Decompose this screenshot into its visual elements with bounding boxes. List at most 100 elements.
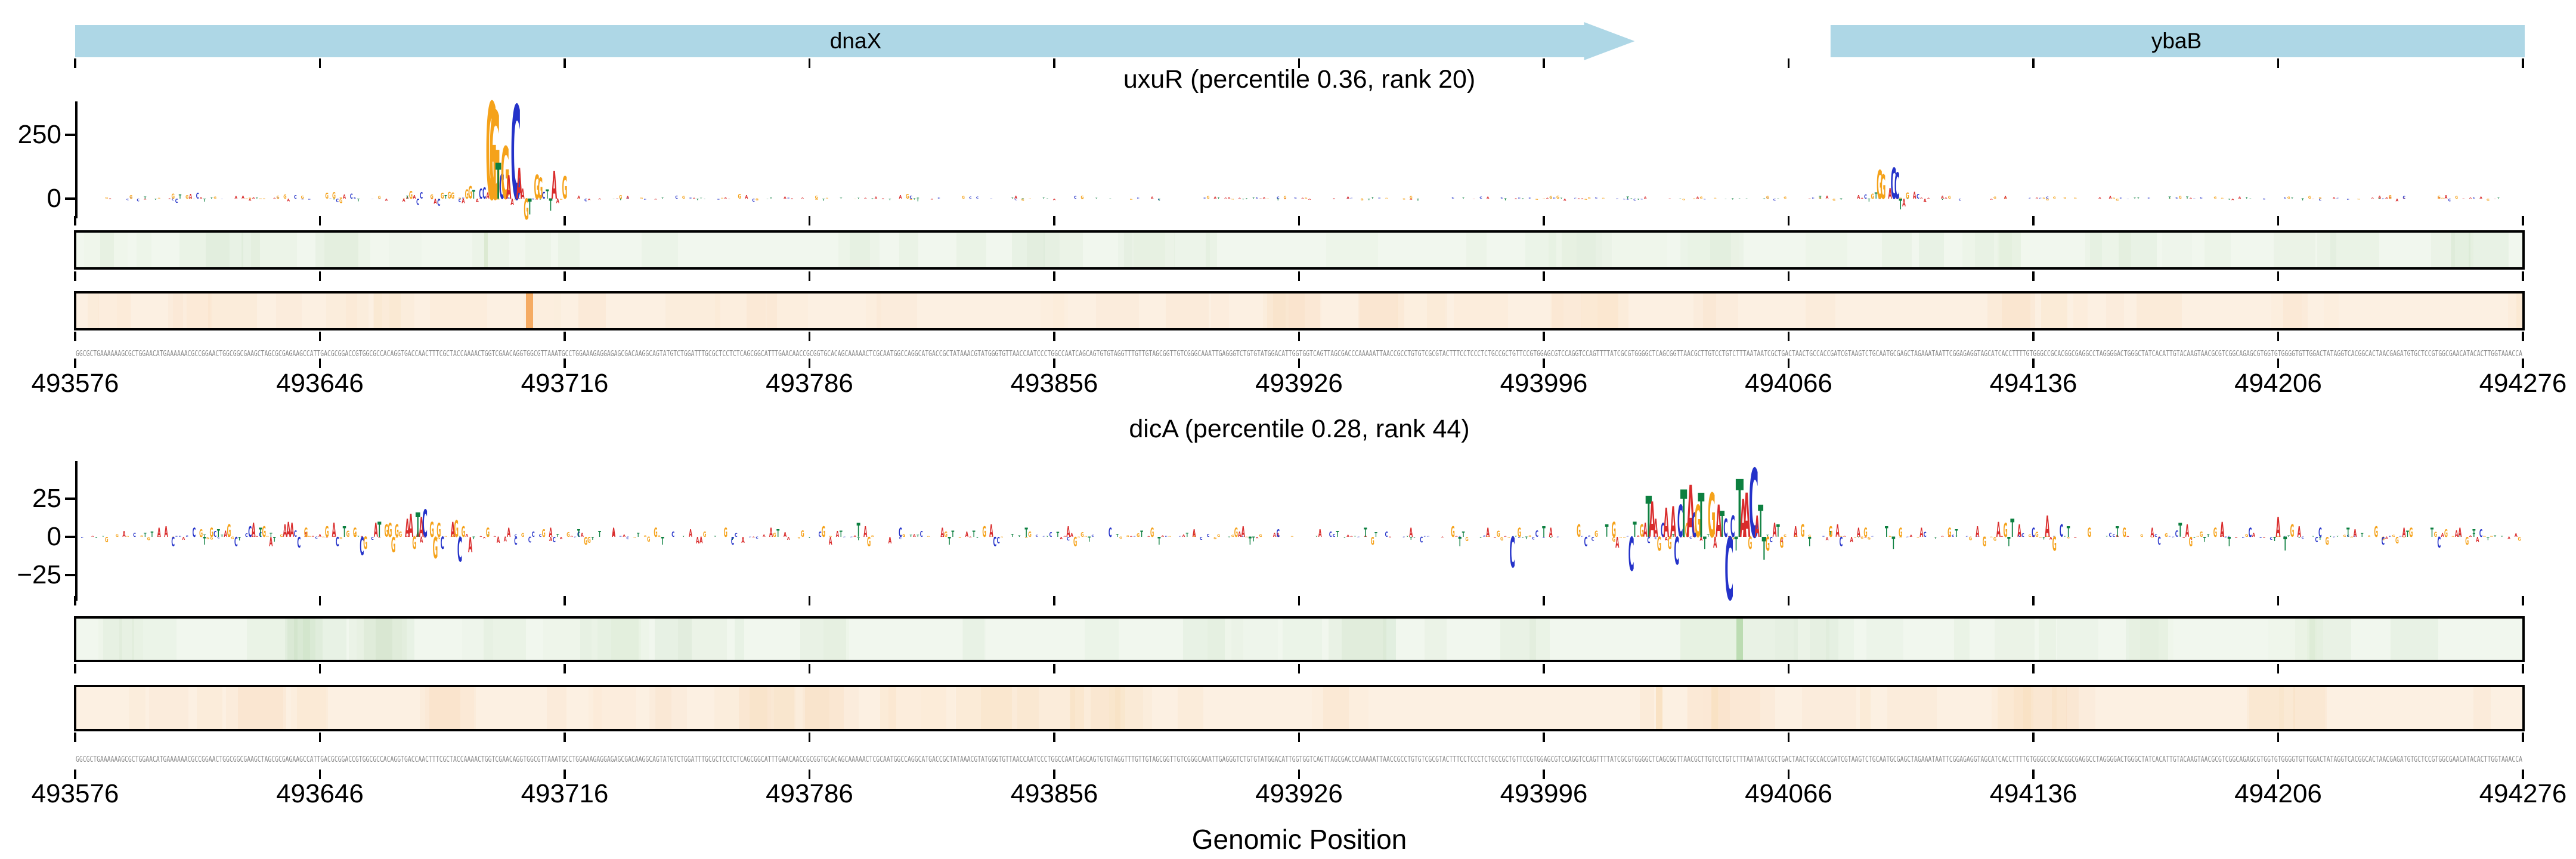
logo-letter-A: A <box>413 194 416 200</box>
logo-letter-C: C <box>437 196 440 208</box>
logo-letter-T: T <box>2497 197 2500 199</box>
track-texture-stripe <box>1550 293 1563 328</box>
logo-letter-A: A <box>1843 536 1846 537</box>
logo-letter-G: G <box>801 529 804 539</box>
axis-tick <box>1787 271 1790 281</box>
logo-letter-A: A <box>122 529 126 539</box>
track-texture-stripe <box>850 233 871 267</box>
logo-letter-G: G <box>1899 525 1902 540</box>
logo-letter-G: G <box>444 536 447 537</box>
logo-letter-C: C <box>2259 537 2262 539</box>
logo-letter-G: G <box>2438 195 2441 200</box>
logo-letter-T: T <box>2193 537 2196 539</box>
logo-letter-A: A <box>416 529 420 539</box>
logo-letter-G: G <box>2308 196 2311 200</box>
logo-letter-T: T <box>357 536 360 537</box>
logo-letter-C: C <box>482 184 486 203</box>
logo-letter-A: A <box>406 536 409 537</box>
logo-letter-C: C <box>420 190 423 201</box>
track-texture-stripe <box>346 293 357 328</box>
track-texture-stripe <box>1552 293 1583 328</box>
logo-letter-G: G <box>1556 195 1559 200</box>
logo-letter-C: C <box>329 198 332 199</box>
logo-letter-A: A <box>1644 197 1647 200</box>
logo-letter-C: C <box>671 531 674 539</box>
logo-letter-C: C <box>1916 194 1919 201</box>
logo-letter-T: T <box>1679 198 1682 199</box>
track-texture-stripe <box>750 687 795 729</box>
logo-letter-G: G <box>126 536 129 537</box>
logo-letter-G: G <box>259 199 262 200</box>
gene-arrow-dnaX <box>75 22 1635 60</box>
logo-letter-A: A <box>1920 197 1923 199</box>
logo-letter-T: T <box>2273 536 2276 543</box>
logo-letter-T: T <box>2228 534 2231 549</box>
logo-letter-G: G <box>465 187 469 202</box>
logo-letter-A: A <box>1780 535 1784 545</box>
track-texture-stripe <box>173 293 212 328</box>
logo-letter-T: T <box>2283 533 2287 555</box>
logo-letter-A: A <box>252 536 255 537</box>
logo-letter-A: A <box>521 187 525 203</box>
track-texture-stripe <box>1211 293 1229 328</box>
logo-letter-C: C <box>1959 199 1961 202</box>
logo-letter-A: A <box>2515 532 2518 538</box>
logo-letter-T: T <box>1116 533 1119 538</box>
logo-letter-G: G <box>2395 535 2399 546</box>
logo-letter-G: G <box>1021 199 1025 202</box>
logo-letter-G: G <box>633 537 636 538</box>
logo-letter-G: G <box>815 195 818 200</box>
logo-letter-A: A <box>969 537 972 538</box>
track-texture-stripe <box>2038 619 2056 660</box>
logo-letter-A: A <box>256 536 259 537</box>
logo-letter-T: T <box>1042 197 1045 199</box>
logo-letter-T: T <box>2203 536 2206 545</box>
logo-letter-A: A <box>1581 199 1584 200</box>
track-texture-stripe <box>1693 293 1738 328</box>
track-texture-stripe <box>1358 293 1398 328</box>
logo-letter-A: A <box>1896 198 1899 199</box>
logo-letter-A: A <box>1486 525 1490 540</box>
track-texture-stripe <box>429 687 461 729</box>
logo-letter-C: C <box>1966 536 1968 537</box>
logo-letter-G: G <box>1708 481 1716 552</box>
logo-letter-C: C <box>1203 197 1206 199</box>
track-texture-stripe <box>349 619 407 660</box>
logo-letter-G: G <box>902 533 906 539</box>
logo-letter-C: C <box>297 534 301 551</box>
logo-letter-T: T <box>1011 197 1014 199</box>
track-texture-stripe <box>1382 619 1396 660</box>
tick-row-sequence-2 <box>0 770 2576 779</box>
logo-letter-T: T <box>1046 536 1048 537</box>
logo-letter-T: T <box>539 199 542 200</box>
logo-letter-T: T <box>1942 199 1945 201</box>
logo-letter-T: T <box>1762 531 1767 567</box>
logo-letter-A: A <box>1151 197 1154 200</box>
logo-letter-C: C <box>644 199 646 200</box>
logo-letter-T: T <box>917 535 919 538</box>
logo-letter-G: G <box>927 536 930 537</box>
logo-letter-G: G <box>2287 197 2290 200</box>
logo-letter-A: A <box>616 198 620 199</box>
logo-letter-C: C <box>1451 197 1454 200</box>
logo-letter-T: T <box>2067 524 2070 541</box>
logo-letter-A: A <box>1990 199 1993 200</box>
logo-letter-G: G <box>2326 536 2329 548</box>
axis-tick <box>1543 216 1545 225</box>
logo-letter-T: T <box>472 188 476 202</box>
logo-letter-G: G <box>2221 197 2224 199</box>
y-tick <box>65 574 75 576</box>
logo-letter-T: T <box>2287 535 2290 537</box>
logo-letter-A: A <box>144 199 147 200</box>
logo-letter-G: G <box>1137 532 1140 538</box>
logo-letter-G: G <box>1714 537 1717 538</box>
logo-letter-A: A <box>1014 195 1018 200</box>
logo-letter-A: A <box>2385 537 2388 540</box>
x-tick-label: 493716 <box>521 779 609 808</box>
logo-letter-C: C <box>515 534 517 538</box>
logo-letter-A: A <box>312 536 315 538</box>
track-texture-stripe <box>1826 619 1854 660</box>
logo-letter-T: T <box>377 518 381 543</box>
logo-letter-A: A <box>2389 197 2392 200</box>
logo-letter-A: A <box>419 511 424 543</box>
